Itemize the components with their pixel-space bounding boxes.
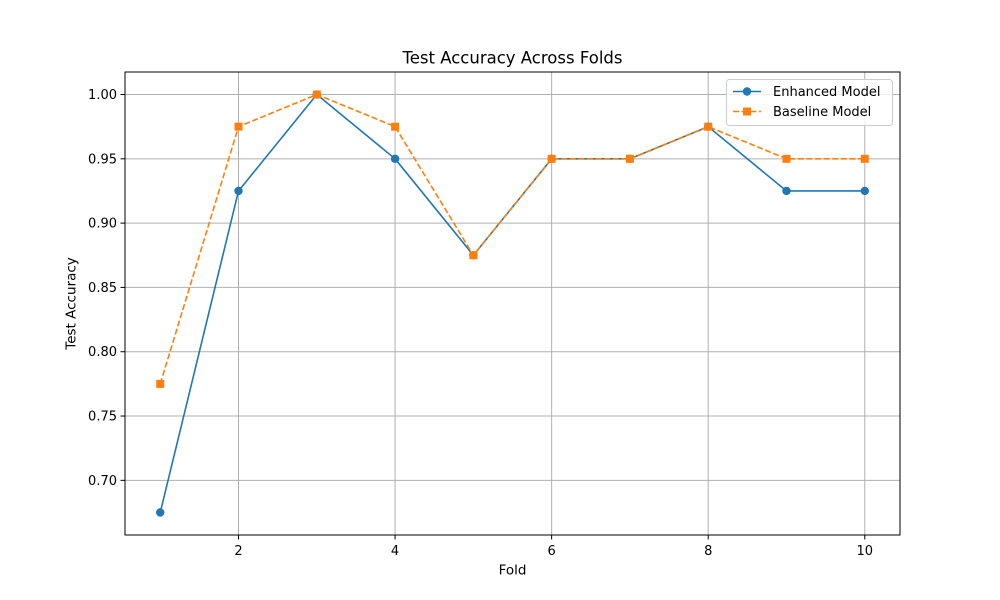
data-point-baseline-model [704, 122, 713, 131]
x-tick-label: 8 [704, 544, 712, 559]
y-tick-label: 0.85 [88, 281, 117, 296]
data-point-baseline-model [234, 122, 243, 131]
y-tick-label: 0.75 [88, 410, 117, 425]
y-tick-label: 0.70 [88, 474, 117, 489]
y-axis-ticks: 0.70 0.75 0.80 0.85 0.90 0.95 1.00 [88, 88, 125, 489]
legend-label-baseline-model: Baseline Model [773, 105, 871, 120]
legend-box [726, 79, 893, 126]
series-layer [156, 90, 869, 517]
y-tick-label: 0.80 [88, 345, 117, 360]
data-point-baseline-model [391, 122, 400, 131]
data-point-baseline-model [547, 154, 556, 163]
data-point-baseline-model [782, 154, 791, 163]
data-point-enhanced-model [390, 154, 400, 164]
data-point-baseline-model [860, 154, 869, 163]
x-tick-label: 10 [856, 544, 873, 559]
y-axis-title: Test Accuracy [64, 257, 80, 351]
data-point-enhanced-model [234, 186, 243, 196]
y-tick-label: 1.00 [88, 88, 117, 103]
y-tick-label: 0.95 [88, 152, 117, 167]
data-point-baseline-model [625, 154, 634, 163]
x-axis-ticks: 2 4 6 8 10 [234, 535, 873, 559]
x-tick-label: 6 [548, 544, 556, 559]
data-point-enhanced-model [782, 186, 791, 196]
chart-title: Test Accuracy Across Folds [402, 49, 623, 68]
legend: Enhanced Model Baseline Model [726, 79, 893, 126]
series-baseline-model [156, 90, 869, 388]
grid-lines [125, 72, 900, 535]
data-point-enhanced-model [860, 186, 869, 196]
x-tick-label: 2 [234, 544, 242, 559]
x-axis-title: Fold [499, 563, 527, 579]
data-point-baseline-model [156, 379, 165, 388]
y-tick-label: 0.90 [88, 217, 117, 232]
legend-label-enhanced-model: Enhanced Model [773, 85, 880, 100]
plot-area-frame [124, 71, 901, 536]
series-line-baseline-model [159, 93, 865, 385]
legend-marker-enhanced-model [742, 87, 752, 96]
data-point-baseline-model [469, 251, 478, 260]
data-point-enhanced-model [156, 508, 165, 517]
x-tick-label: 4 [391, 544, 399, 559]
legend-marker-baseline-model [743, 107, 751, 116]
data-point-baseline-model [312, 90, 321, 99]
